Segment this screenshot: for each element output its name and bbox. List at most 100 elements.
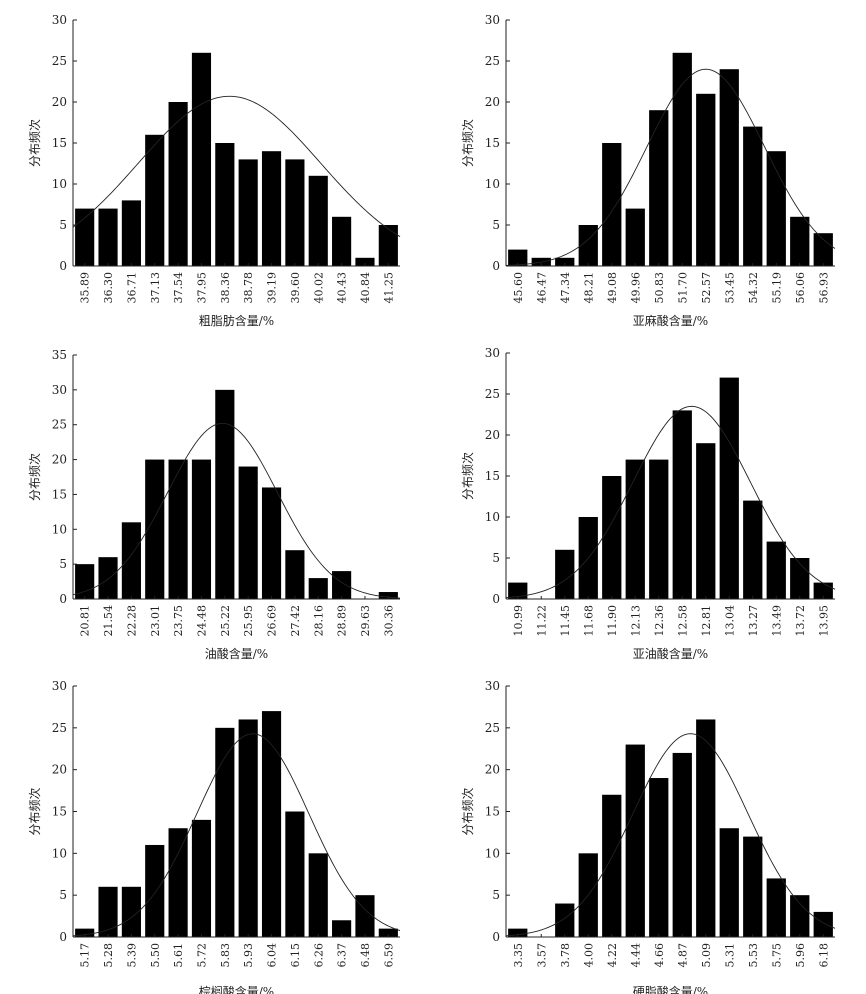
y-axis-title: 分布频次 <box>28 787 42 835</box>
x-tick-label: 41.25 <box>382 272 395 304</box>
x-tick-label: 38.36 <box>219 272 232 304</box>
bar-1 <box>75 928 95 937</box>
y-tick-label: 5 <box>492 551 500 565</box>
bar-9 <box>696 719 716 937</box>
bar-4 <box>145 134 165 266</box>
bar-11 <box>308 578 328 599</box>
x-tick-label: 12.81 <box>700 605 713 637</box>
bar-5 <box>168 828 188 937</box>
bar-9 <box>261 711 282 937</box>
bar-6 <box>191 819 212 937</box>
x-tick-label: 52.57 <box>700 272 713 304</box>
bar-5 <box>168 459 188 599</box>
y-tick-label: 0 <box>59 592 67 606</box>
y-axis-title: 分布频次 <box>461 787 475 835</box>
bar-2 <box>98 886 118 937</box>
bar-9 <box>261 487 282 599</box>
x-tick-label: 27.42 <box>289 605 302 637</box>
x-axis-title: 粗脂肪含量/% <box>199 313 274 328</box>
bar-9 <box>696 93 716 266</box>
x-tick-label: 45.60 <box>512 272 525 304</box>
x-tick-label: 38.78 <box>242 272 255 304</box>
x-tick-label: 6.59 <box>382 943 395 968</box>
bar-1 <box>508 582 528 599</box>
x-tick-label: 5.72 <box>195 943 208 968</box>
y-tick-label: 0 <box>59 259 67 273</box>
y-tick-label: 20 <box>485 763 500 777</box>
y-tick-label: 10 <box>485 510 500 524</box>
x-tick-label: 5.61 <box>172 943 185 968</box>
y-tick-label: 25 <box>52 54 67 68</box>
x-tick-label: 22.28 <box>125 605 138 637</box>
x-tick-label: 5.31 <box>723 943 736 968</box>
bar-10 <box>285 811 305 937</box>
x-tick-label: 11.68 <box>582 605 595 637</box>
bar-7 <box>649 459 669 599</box>
x-tick-label: 4.22 <box>606 943 619 968</box>
x-tick-label: 36.30 <box>102 272 115 304</box>
y-tick-label: 10 <box>52 846 67 860</box>
bar-10 <box>285 550 305 599</box>
bar-12 <box>766 878 786 937</box>
x-tick-label: 55.19 <box>770 272 783 304</box>
y-tick-label: 10 <box>52 177 67 191</box>
bar-11 <box>743 500 763 599</box>
x-tick-label: 46.47 <box>535 272 548 304</box>
y-tick-label: 30 <box>485 13 500 27</box>
x-tick-label: 6.26 <box>312 943 325 968</box>
bar-5 <box>602 476 622 599</box>
x-tick-label: 5.09 <box>700 943 713 968</box>
y-tick-label: 25 <box>485 721 500 735</box>
x-tick-label: 20.81 <box>79 605 92 637</box>
bar-12 <box>332 216 352 266</box>
bar-8 <box>672 752 692 937</box>
bar-5 <box>602 143 622 266</box>
bar-13 <box>355 895 375 937</box>
x-tick-label: 10.99 <box>512 605 525 637</box>
x-tick-label: 24.48 <box>195 605 208 637</box>
x-tick-label: 5.93 <box>242 943 255 968</box>
y-tick-label: 5 <box>59 888 67 902</box>
y-tick-label: 15 <box>485 469 500 483</box>
y-tick-label: 0 <box>492 259 500 273</box>
y-tick-label: 25 <box>485 387 500 401</box>
bar-7 <box>649 110 669 266</box>
bar-6 <box>191 459 212 599</box>
x-tick-label: 12.13 <box>629 605 642 637</box>
bar-3 <box>555 549 575 599</box>
x-tick-label: 5.17 <box>79 943 92 968</box>
bar-3 <box>121 886 141 937</box>
panel-stearic-acid: 0 5 10 15 20 25 30 3.35 3.57 3.78 4.00 4.22 4.44 4.66… <box>461 679 836 994</box>
y-axis-title: 分布频次 <box>28 119 42 167</box>
bar-14 <box>378 592 398 599</box>
bar-12 <box>332 571 352 599</box>
bar-11 <box>308 853 328 937</box>
y-tick-label: 30 <box>52 383 67 397</box>
x-tick-label: 51.70 <box>676 272 689 304</box>
x-tick-label: 49.08 <box>606 272 619 304</box>
bar-4 <box>145 459 165 599</box>
bar-5 <box>602 794 622 937</box>
bar-1 <box>75 208 95 266</box>
x-tick-label: 28.16 <box>312 605 325 637</box>
y-axis-title: 分布频次 <box>461 452 475 500</box>
y-tick-label: 10 <box>52 522 67 536</box>
y-tick-label: 20 <box>52 95 67 109</box>
x-tick-label: 47.34 <box>559 272 572 304</box>
bar-8 <box>238 466 258 599</box>
normal-fit-curve <box>72 95 401 237</box>
x-tick-label: 6.18 <box>817 943 830 968</box>
x-tick-label: 30.36 <box>382 605 395 637</box>
x-tick-label: 13.95 <box>817 605 830 637</box>
x-tick-label: 54.32 <box>747 272 760 304</box>
y-tick-label: 30 <box>485 679 500 693</box>
y-tick-label: 20 <box>485 428 500 442</box>
x-tick-label: 56.93 <box>817 272 830 304</box>
bar-11 <box>743 836 763 937</box>
y-tick-label: 20 <box>52 453 67 467</box>
x-tick-label: 37.95 <box>195 272 208 304</box>
y-tick-label: 35 <box>52 348 67 362</box>
y-tick-label: 25 <box>52 418 67 432</box>
bar-8 <box>672 410 692 599</box>
x-tick-label: 4.66 <box>653 943 666 968</box>
